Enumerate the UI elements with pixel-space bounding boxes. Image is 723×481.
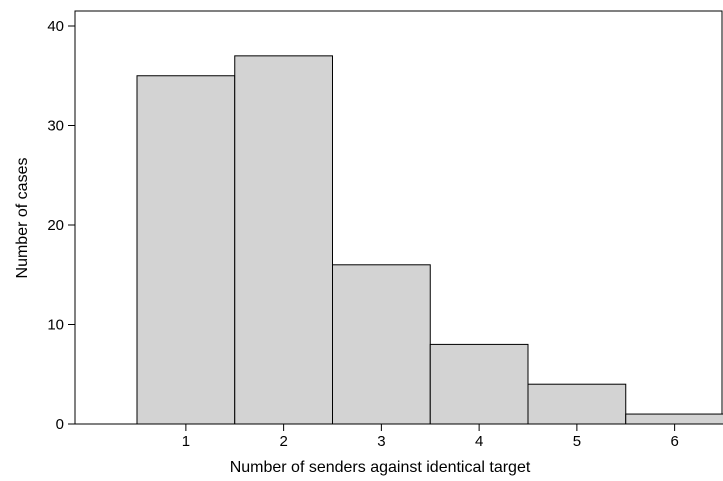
bar-5 [527, 383, 627, 425]
x-tick-label-2: 2 [279, 433, 287, 450]
y-tick-label-0: 0 [56, 416, 64, 433]
x-axis-label: Number of senders against identical targ… [230, 459, 531, 476]
y-tick-label-40: 40 [47, 18, 64, 35]
x-tick-label-3: 3 [377, 433, 385, 450]
bar-3 [332, 264, 431, 425]
bar-4 [429, 343, 529, 425]
bar-2 [234, 55, 333, 425]
y-axis-label: Number of cases [14, 158, 31, 279]
y-axis: 0 10 20 30 40 [47, 18, 75, 433]
x-axis: 1 2 3 4 5 6 [182, 424, 679, 450]
bar-1 [136, 75, 236, 425]
x-tick-label-1: 1 [182, 433, 190, 450]
y-tick-label-10: 10 [47, 317, 64, 334]
y-tick-label-20: 20 [47, 217, 64, 234]
y-tick-label-30: 30 [47, 118, 64, 135]
x-tick-label-4: 4 [475, 433, 483, 450]
bar-6 [625, 413, 723, 425]
x-tick-label-6: 6 [670, 433, 678, 450]
bars-group [136, 55, 723, 425]
x-tick-label-5: 5 [573, 433, 581, 450]
